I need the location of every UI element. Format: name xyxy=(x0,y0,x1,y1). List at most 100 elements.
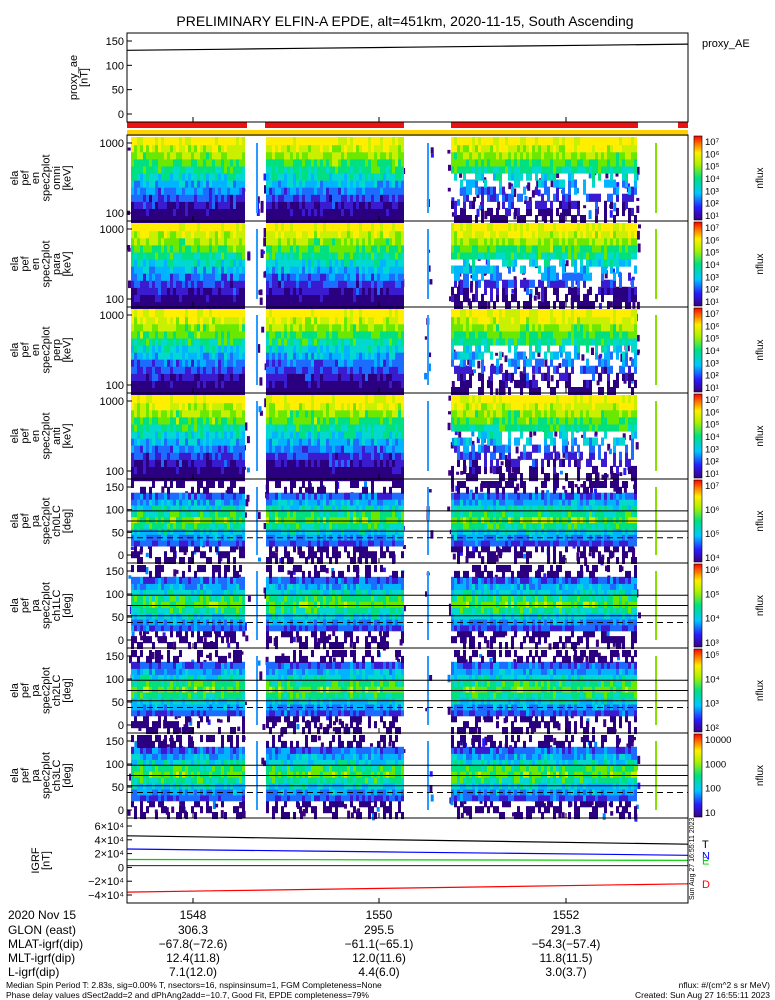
spectrogram-cell xyxy=(143,387,146,396)
spectrogram-cell xyxy=(281,144,284,153)
spectrogram-cell xyxy=(170,301,173,310)
spectrogram-cell xyxy=(302,309,305,318)
spectrogram-cell xyxy=(469,351,472,360)
spectrogram-cell xyxy=(230,179,233,188)
spectrogram-cell xyxy=(398,137,401,146)
spectrogram-cell xyxy=(287,193,290,202)
spectrogram-cell xyxy=(380,215,383,224)
panel-ylabel-line: pef xyxy=(19,255,31,271)
spectrogram-cell xyxy=(167,265,170,274)
spectrogram-cell xyxy=(227,286,230,295)
spectrogram-cell xyxy=(173,179,176,188)
spectrogram-cell xyxy=(538,223,541,232)
spectrogram-cell xyxy=(137,323,140,332)
spectrogram-cell xyxy=(284,172,287,181)
spectrogram-cell xyxy=(308,230,311,239)
spectrogram-cell xyxy=(323,265,326,274)
spectrogram-cell xyxy=(146,137,149,146)
spectrogram-cell xyxy=(589,137,592,146)
spectrogram-cell xyxy=(152,301,155,310)
spectrogram-cell xyxy=(475,265,478,274)
spectrogram-cell xyxy=(233,144,236,153)
spectrogram-cell xyxy=(377,265,380,274)
spectrogram-cell xyxy=(508,165,511,174)
spectrogram-cell xyxy=(170,172,173,181)
spectrogram-cell xyxy=(290,151,293,160)
spectrogram-cell xyxy=(389,330,392,339)
spectrogram-cell xyxy=(314,207,317,217)
spectrogram-cell xyxy=(296,193,299,202)
spectrogram-cell xyxy=(230,151,233,160)
spectrogram-cell xyxy=(197,358,200,367)
spectrogram-cell xyxy=(227,244,230,253)
spectrogram-cell xyxy=(365,137,368,146)
spectrogram-cell xyxy=(338,344,341,353)
spectrogram-cell xyxy=(454,279,457,288)
spectrogram-cell xyxy=(224,144,227,153)
spectrogram-cell xyxy=(206,279,209,288)
y-tick-label: 100 xyxy=(106,60,124,72)
spectrogram-cell xyxy=(149,323,152,332)
spectrogram-cell xyxy=(466,337,469,346)
spectrogram-cell xyxy=(532,237,535,246)
spectrogram-cell xyxy=(146,286,149,295)
spectrogram-cell xyxy=(200,215,203,224)
spectrogram-cell xyxy=(481,251,484,260)
spectrogram-cell xyxy=(329,200,332,209)
spectrogram-cell xyxy=(176,301,179,310)
spectrogram-cell xyxy=(392,230,395,239)
spectrogram-cell xyxy=(329,293,332,303)
panel-ylabel-line: proxy_ae xyxy=(68,55,80,100)
spectrogram-cell xyxy=(296,230,299,239)
spectrogram-cell xyxy=(152,358,155,367)
spectrogram-cell xyxy=(619,293,622,303)
spectrogram-cell xyxy=(146,344,149,353)
spectrogram-cell xyxy=(571,251,574,260)
spectrogram-cell xyxy=(335,293,338,303)
spectrogram-cell xyxy=(209,237,212,246)
spectrogram-cell xyxy=(386,344,389,353)
spectrogram-cell xyxy=(239,223,242,232)
spectrogram-cell xyxy=(302,172,305,181)
spectrogram-cell xyxy=(619,286,622,295)
spectrogram-cell xyxy=(392,323,395,332)
spectrogram-cell xyxy=(383,365,386,374)
spectrogram-cell xyxy=(224,351,227,360)
spectrogram-cell xyxy=(281,230,284,239)
spectrogram-cell xyxy=(323,293,326,303)
spectrogram-cell xyxy=(374,144,377,153)
spectrogram-cell xyxy=(236,230,239,239)
spectrogram-cell xyxy=(353,151,356,160)
spectrogram-cell xyxy=(335,301,338,310)
spectrogram-cell xyxy=(634,223,637,232)
spectrogram-cell xyxy=(392,244,395,253)
spectrogram-cell xyxy=(613,258,616,267)
spectrogram-cell xyxy=(344,258,347,267)
spectrogram-cell xyxy=(305,272,308,281)
spectrogram-cell xyxy=(511,158,514,167)
spectrogram-cell xyxy=(350,372,353,381)
spectrogram-cell xyxy=(242,165,245,174)
spectrogram-cell xyxy=(574,165,577,174)
spectrogram-cell xyxy=(287,279,290,288)
spectrogram-cell xyxy=(383,301,386,310)
spectrogram-cell xyxy=(463,137,466,146)
spectrogram-cell xyxy=(308,193,311,202)
spectrogram-cell xyxy=(218,323,221,332)
spectrogram-cell xyxy=(371,144,374,153)
spectrogram-cell xyxy=(535,223,538,232)
spectrogram-cell xyxy=(266,265,269,274)
spectrogram-cell xyxy=(395,379,398,389)
spectrogram-cell xyxy=(140,379,143,389)
spectrogram-cell xyxy=(454,309,457,318)
spectrogram-cell xyxy=(259,297,263,305)
spectrogram-cell xyxy=(146,179,149,188)
spectrogram-cell xyxy=(636,334,640,342)
spectrogram-cell xyxy=(230,251,233,260)
spectrogram-cell xyxy=(218,179,221,188)
spectrogram-cell xyxy=(197,379,200,389)
colorbar-label: nflux xyxy=(755,253,766,274)
spectrogram-cell xyxy=(484,158,487,167)
spectrogram-cell xyxy=(401,387,404,396)
spectrogram-cell xyxy=(296,215,299,224)
